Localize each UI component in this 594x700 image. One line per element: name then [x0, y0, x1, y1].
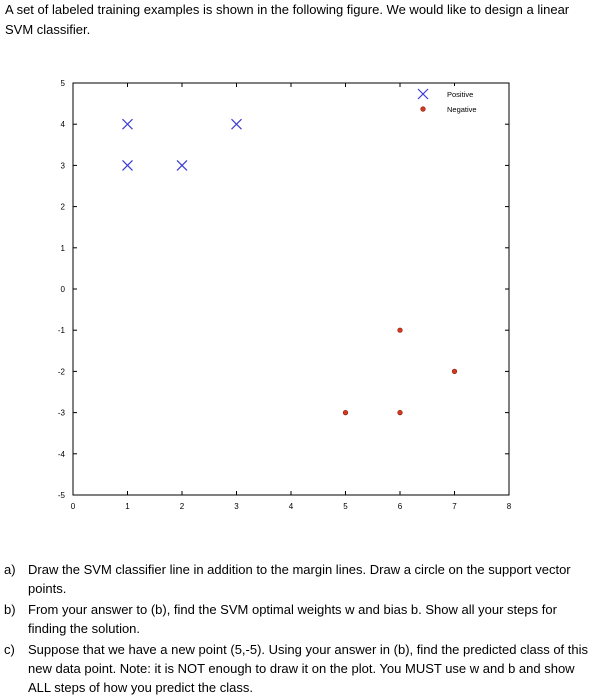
- legend-label: Negative: [447, 105, 477, 114]
- x-tick-label: 8: [507, 502, 512, 511]
- negative-point: [397, 327, 403, 333]
- y-tick-label: 2: [61, 203, 66, 212]
- y-tick-label: 1: [61, 244, 66, 253]
- x-tick-label: 1: [125, 502, 130, 511]
- x-tick-label: 4: [289, 502, 294, 511]
- question-b: b) From your answer to (b), find the SVM…: [0, 600, 594, 638]
- y-tick-label: -3: [58, 409, 66, 418]
- x-tick-label: 6: [398, 502, 403, 511]
- y-tick-label: 5: [61, 79, 66, 88]
- question-a: a) Draw the SVM classifier line in addit…: [0, 560, 594, 598]
- x-tick-label: 0: [71, 502, 76, 511]
- y-tick-label: -5: [58, 491, 66, 500]
- negative-point: [342, 410, 349, 416]
- y-tick-label: 0: [61, 285, 66, 294]
- positive-point: [231, 118, 242, 130]
- legend-negative-icon: [420, 106, 426, 112]
- negative-point: [451, 368, 458, 375]
- question-text: Suppose that we have a new point (5,-5).…: [28, 642, 589, 695]
- question-c: c) Suppose that we have a new point (5,-…: [0, 640, 594, 697]
- y-tick-label: 4: [61, 120, 66, 129]
- question-label: c): [4, 642, 15, 657]
- y-tick-label: 3: [61, 161, 66, 170]
- legend-box: [404, 86, 506, 116]
- question-label: b): [4, 602, 16, 617]
- plot-frame: [72, 82, 510, 496]
- question-text: From your answer to (b), find the SVM op…: [28, 602, 557, 636]
- question-list: a) Draw the SVM classifier line in addit…: [0, 560, 594, 699]
- x-tick-label: 3: [234, 502, 239, 511]
- legend-label: Positive: [447, 90, 473, 99]
- legend-positive-icon: [417, 88, 429, 100]
- problem-intro: A set of labeled training examples is sh…: [5, 2, 570, 37]
- question-text: Draw the SVM classifier line in addition…: [28, 562, 571, 596]
- negative-point: [397, 410, 403, 416]
- x-tick-label: 5: [343, 502, 348, 511]
- x-tick-label: 7: [452, 502, 457, 511]
- y-tick-label: -2: [58, 367, 66, 376]
- positive-point: [122, 159, 133, 171]
- y-tick-label: -1: [58, 326, 66, 335]
- scatter-chart: 0 1 2 3 4 5 6 7 8 -5 -4 -3 -2 -1 0 1 2 3 4 5 Positive Negativ…: [0, 70, 594, 520]
- question-label: a): [4, 562, 16, 577]
- positive-point: [122, 118, 133, 130]
- chart-svg: 0 1 2 3 4 5 6 7 8 -5 -4 -3 -2 -1 0 1 2 3 4 5 Positive Negativ…: [58, 79, 512, 511]
- positive-point: [176, 159, 188, 171]
- y-tick-label: -4: [58, 450, 66, 459]
- x-tick-label: 2: [180, 502, 185, 511]
